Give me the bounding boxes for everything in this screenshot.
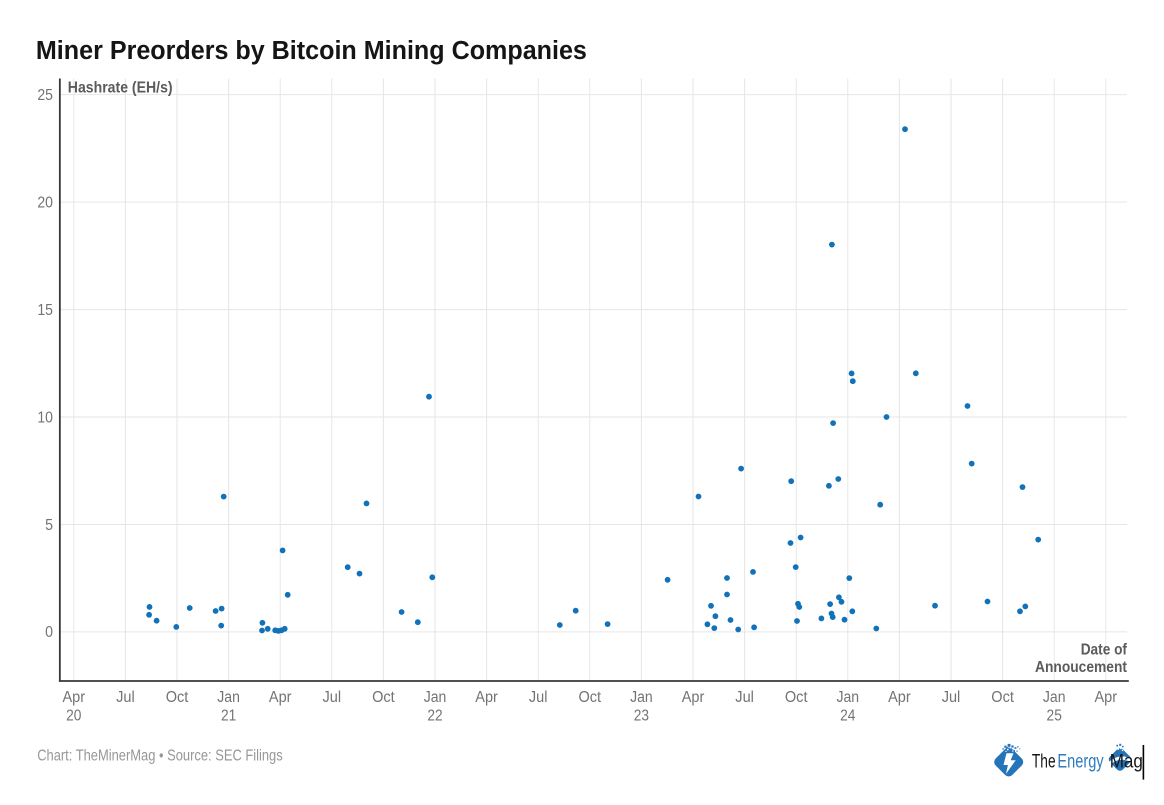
svg-text:Jan: Jan: [424, 689, 447, 706]
svg-text:Oct: Oct: [991, 689, 1014, 706]
svg-text:15: 15: [37, 302, 53, 319]
svg-text:Apr: Apr: [888, 689, 911, 706]
svg-text:20: 20: [66, 707, 82, 724]
svg-text:Hashrate (EH/s): Hashrate (EH/s): [68, 79, 173, 96]
svg-text:Jan: Jan: [630, 689, 653, 706]
svg-text:Mag: Mag: [1110, 751, 1143, 772]
svg-text:Chart: TheMinerMag • Source: S: Chart: TheMinerMag • Source: SEC Filings: [37, 748, 283, 765]
svg-text:23: 23: [634, 707, 649, 724]
svg-text:Jul: Jul: [735, 689, 754, 706]
svg-text:Jan: Jan: [1043, 689, 1066, 706]
svg-text:0: 0: [45, 624, 53, 641]
svg-text:20: 20: [37, 194, 53, 211]
svg-text:25: 25: [37, 87, 53, 104]
svg-text:5: 5: [45, 517, 53, 534]
svg-text:Apr: Apr: [682, 689, 705, 706]
svg-text:Annoucement: Annoucement: [1035, 659, 1127, 676]
svg-text:24: 24: [840, 707, 856, 724]
svg-text:21: 21: [221, 707, 236, 724]
svg-text:22: 22: [427, 707, 442, 724]
svg-text:25: 25: [1047, 707, 1062, 724]
svg-text:10: 10: [37, 409, 53, 426]
svg-text:Apr: Apr: [1095, 689, 1118, 706]
svg-text:Jan: Jan: [837, 689, 860, 706]
svg-text:Apr: Apr: [63, 689, 86, 706]
svg-text:Jul: Jul: [942, 689, 961, 706]
svg-text:Apr: Apr: [269, 689, 292, 706]
svg-text:Oct: Oct: [579, 689, 602, 706]
svg-text:Oct: Oct: [166, 689, 189, 706]
svg-text:Miner Preorders by Bitcoin Min: Miner Preorders by Bitcoin Mining Compan…: [36, 37, 587, 65]
svg-text:Jul: Jul: [323, 689, 342, 706]
svg-text:Jan: Jan: [217, 689, 240, 706]
svg-text:Jul: Jul: [116, 689, 135, 706]
svg-text:Oct: Oct: [785, 689, 808, 706]
svg-text:The: The: [1032, 751, 1056, 772]
svg-text:Jul: Jul: [529, 689, 548, 706]
svg-text:Apr: Apr: [475, 689, 498, 706]
svg-text:Energy: Energy: [1057, 751, 1104, 772]
svg-text:Oct: Oct: [372, 689, 395, 706]
svg-text:Date of: Date of: [1081, 641, 1128, 658]
